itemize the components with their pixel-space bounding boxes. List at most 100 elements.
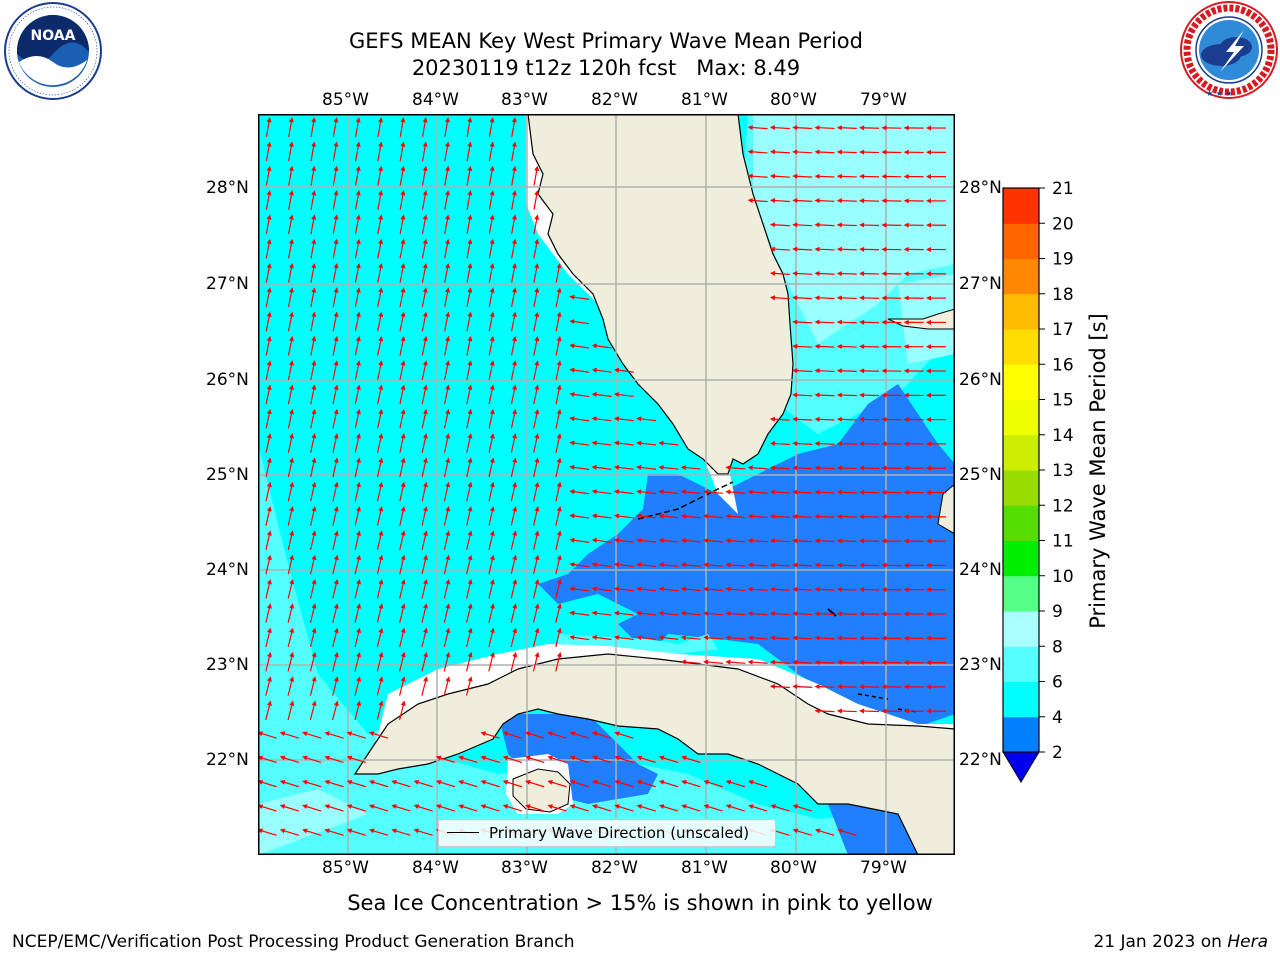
wave-arrow-head <box>534 627 540 634</box>
colorbar-segment <box>1003 681 1039 718</box>
lat-label-25n: 25°N <box>959 465 1002 485</box>
period-band-8-9-east-north <box>753 114 955 344</box>
wave-arrow-shaft <box>615 515 634 519</box>
wave-arrow-head <box>792 659 798 665</box>
wave-arrow-head <box>346 804 353 810</box>
colorbar-tick-label: 4 <box>1052 708 1063 728</box>
wave-arrow-head <box>814 562 820 568</box>
wave-arrow-shaft <box>861 637 880 640</box>
wave-arrow-head <box>311 165 317 172</box>
wave-arrow-head <box>926 149 932 155</box>
wave-arrow-head <box>613 562 620 568</box>
wave-arrow-head <box>378 506 384 512</box>
wave-arrow-head <box>467 360 473 366</box>
wave-arrow-head <box>859 295 865 301</box>
wave-arrow-head <box>769 295 776 301</box>
wave-arrow-head <box>279 755 286 761</box>
wave-arrow-head <box>534 311 540 318</box>
wave-arrow-head <box>333 165 339 172</box>
wave-arrow-head <box>814 465 820 471</box>
wave-arrow-head <box>534 190 540 196</box>
wave-arrow-shaft <box>421 605 427 623</box>
wave-arrow-shaft <box>861 175 880 178</box>
wave-arrow-head <box>266 117 272 123</box>
wave-arrow-head <box>311 627 317 634</box>
lon-labels-bottom: 85°W 84°W 83°W 82°W 81°W 80°W 79°W <box>0 858 1280 878</box>
wave-arrow-shaft <box>533 362 539 380</box>
lon-label-80w: 80°W <box>770 858 817 878</box>
wave-arrow-head <box>311 360 317 366</box>
wave-arrow-head <box>569 610 575 616</box>
colorbar-segment <box>1003 434 1039 471</box>
wave-arrow-shaft <box>616 780 634 788</box>
wave-arrow-head <box>400 481 406 488</box>
map-title-line2: 20230119 t12z 120h fcst Max: 8.49 <box>411 56 801 80</box>
wave-arrow-shaft <box>482 780 500 788</box>
wave-arrow-head <box>489 263 495 269</box>
colorbar-segment <box>1003 364 1039 400</box>
wave-arrow-head <box>591 440 597 446</box>
wave-arrow-head <box>903 660 909 666</box>
wave-arrow-shaft <box>571 539 590 543</box>
wave-arrow-shaft <box>615 587 634 592</box>
wave-arrow-head <box>279 779 286 785</box>
wave-arrow-head <box>680 659 686 665</box>
wave-arrow-head <box>591 804 598 810</box>
wave-arrow-head <box>792 465 798 471</box>
wave-arrow-head <box>591 489 597 495</box>
wave-arrow-head <box>881 562 887 568</box>
wave-arrow-head <box>836 441 842 447</box>
wave-arrow-head <box>680 562 686 568</box>
wave-arrow-head <box>859 684 865 690</box>
wave-arrow-shaft <box>332 386 338 405</box>
wave-arrow-head <box>467 433 473 439</box>
wave-arrow-head <box>881 416 887 422</box>
wave-arrow-head <box>311 578 317 585</box>
wave-arrow-head <box>288 165 294 172</box>
wave-arrow-head <box>400 335 406 342</box>
wave-arrow-head <box>489 627 495 634</box>
land-florida <box>527 114 794 475</box>
wave-arrow-shaft <box>532 556 539 575</box>
wave-arrow-head <box>378 263 384 269</box>
wave-arrow-shaft <box>660 442 679 446</box>
wave-arrow-head <box>458 755 464 761</box>
wave-arrow-head <box>378 141 384 147</box>
wave-arrow-head <box>311 408 317 415</box>
wave-arrow-shaft <box>705 780 723 788</box>
lon-label-84w: 84°W <box>412 90 459 110</box>
wave-arrow-head <box>356 481 361 488</box>
wave-arrow-head <box>814 586 820 592</box>
colorbar-tick-label: 15 <box>1052 391 1074 411</box>
wave-arrow-shaft <box>332 410 338 429</box>
wave-arrow-head <box>534 165 540 172</box>
wave-arrow-head <box>658 755 665 761</box>
wave-arrow-head <box>400 506 406 512</box>
wave-arrow-head <box>346 828 353 834</box>
noaa-logo: NOAA <box>4 2 102 100</box>
wave-arrow-head <box>569 562 575 568</box>
wave-arrow-head <box>814 173 820 179</box>
wave-arrow-head <box>613 416 620 422</box>
wave-arrow-shaft <box>466 289 472 308</box>
wave-arrow-shaft <box>615 393 634 398</box>
colorbar-tick-label: 2 <box>1052 743 1063 763</box>
wave-arrow-shaft <box>838 370 857 372</box>
wave-arrow-shaft <box>615 612 634 616</box>
wave-arrow-head <box>658 779 665 785</box>
wave-arrow-shaft <box>376 605 383 623</box>
wave-arrow-head <box>591 513 597 519</box>
wave-arrow-head <box>266 141 272 147</box>
wave-arrow-shaft <box>533 483 539 502</box>
wave-arrow-head <box>266 530 272 536</box>
wave-arrow-head <box>556 603 562 609</box>
wave-arrow-head <box>356 578 362 585</box>
wave-arrow-shaft <box>794 345 813 348</box>
wave-arrow-shaft <box>727 612 746 616</box>
wave-arrow-head <box>636 465 642 470</box>
wave-arrow-shaft <box>839 829 857 836</box>
wave-arrow-head <box>355 384 361 390</box>
wave-arrow-head <box>747 149 753 155</box>
colorbar-tick-label: 10 <box>1052 567 1074 587</box>
wave-arrow-shaft <box>794 805 812 812</box>
